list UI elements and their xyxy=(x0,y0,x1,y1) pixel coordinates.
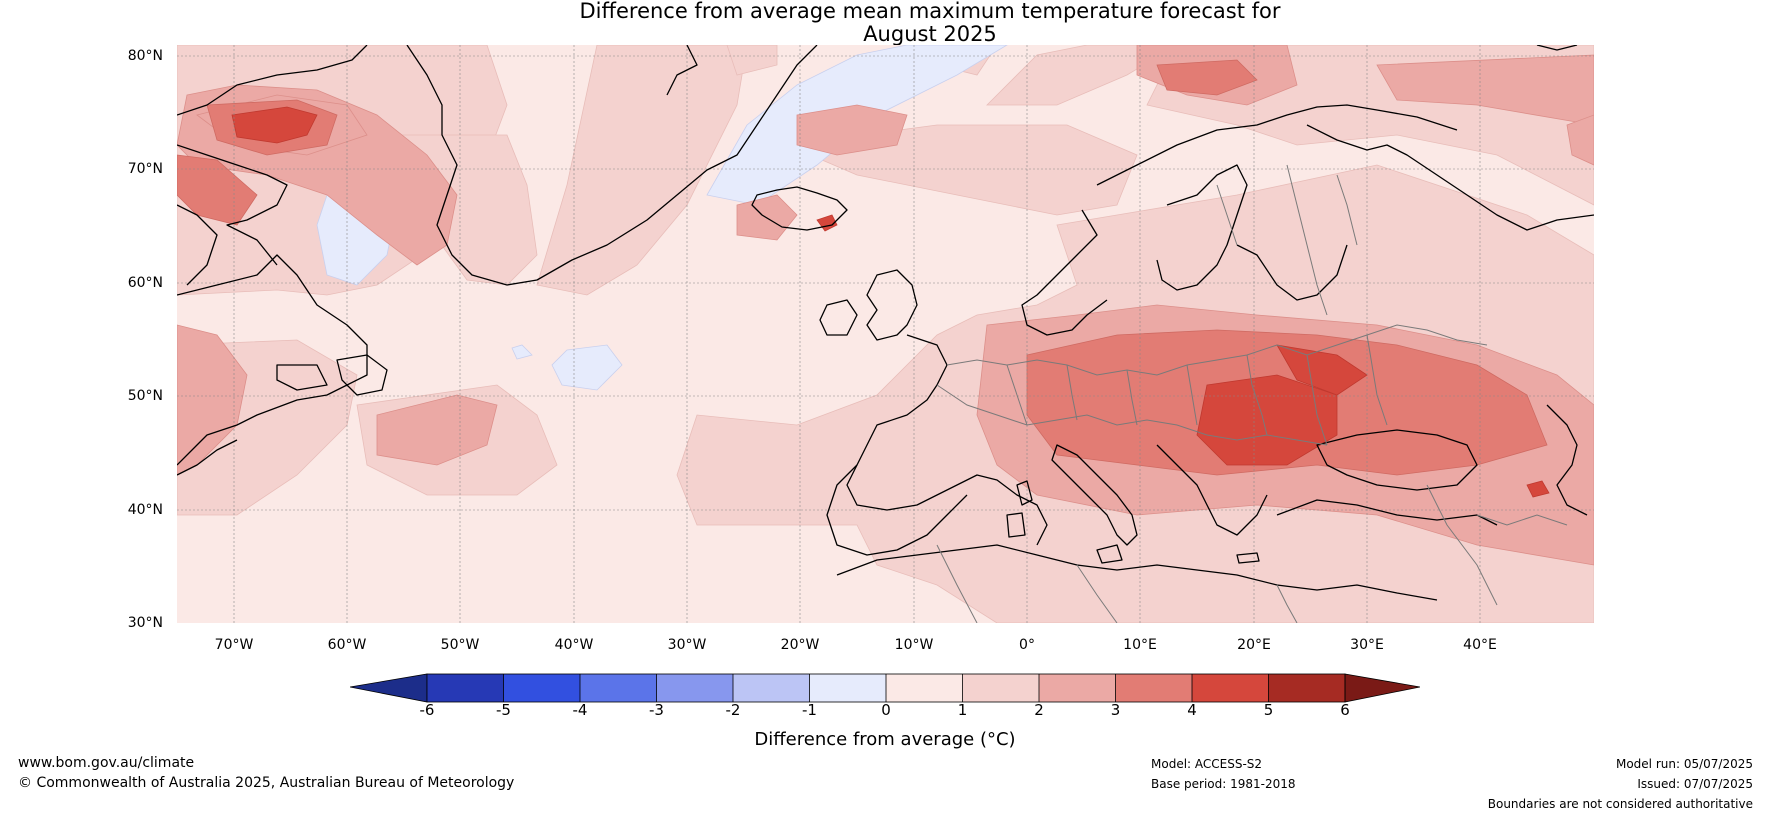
colorbar-extend-high xyxy=(1344,673,1420,703)
country-borders xyxy=(936,164,1568,623)
colorbar-bin xyxy=(580,674,657,702)
colorbar-tick-4: 4 xyxy=(1187,701,1197,719)
copyright-text: © Commonwealth of Australia 2025, Austra… xyxy=(18,775,515,791)
lon-label-10w: 10°W xyxy=(894,637,934,653)
map-title-line2: August 2025 xyxy=(863,22,997,46)
colorbar-tick-minus6: -6 xyxy=(419,701,435,719)
colorbar-extend-low xyxy=(350,673,428,703)
lat-label-30n: 30°N xyxy=(127,615,163,631)
lon-label-50w: 50°W xyxy=(440,637,480,653)
colorbar-bin xyxy=(427,674,504,702)
lat-label-50n: 50°N xyxy=(127,388,163,404)
forecast-map xyxy=(177,45,1594,623)
colorbar-tick-5: 5 xyxy=(1263,701,1274,719)
map-title: Difference from average mean maximum tem… xyxy=(0,0,1770,46)
lon-label-20e: 20°E xyxy=(1237,637,1271,653)
lon-label-0: 0° xyxy=(1019,637,1035,653)
colorbar-tick-minus1: -1 xyxy=(802,701,817,719)
lon-label-70w: 70°W xyxy=(214,637,254,653)
map-title-line1: Difference from average mean maximum tem… xyxy=(579,0,1281,23)
colorbar-bin xyxy=(1268,674,1345,702)
lat-label-80n: 80°N xyxy=(127,48,163,64)
colorbar-bin xyxy=(962,674,1039,702)
colorbar-tick-minus4: -4 xyxy=(572,701,588,719)
coastlines xyxy=(177,45,1594,601)
colorbar-bin xyxy=(809,674,886,702)
base-period-text: Base period: 1981-2018 xyxy=(1151,777,1296,791)
colorbar-label: Difference from average (°C) xyxy=(754,729,1016,750)
colorbar-bin xyxy=(656,674,733,702)
disclaimer-text: Boundaries are not considered authoritat… xyxy=(1487,797,1753,811)
colorbar xyxy=(350,673,1420,703)
colorbar-tick-minus2: -2 xyxy=(725,701,741,719)
model-text: Model: ACCESS-S2 xyxy=(1151,757,1263,771)
colorbar-bin xyxy=(1039,674,1116,702)
lon-label-40e: 40°E xyxy=(1463,637,1497,653)
colorbar-tick-1: 1 xyxy=(957,701,968,719)
colorbar-dividers xyxy=(503,674,1269,702)
colorbar-tick-3: 3 xyxy=(1110,701,1121,719)
model-run-text: Model run: 05/07/2025 xyxy=(1615,757,1753,771)
forecast-map-svg xyxy=(177,45,1594,623)
colorbar-bin xyxy=(503,674,580,702)
colorbar-tick-2: 2 xyxy=(1034,701,1044,719)
lon-label-10e: 10°E xyxy=(1123,637,1157,653)
colorbar-bin xyxy=(733,674,810,702)
lon-label-30w: 30°W xyxy=(667,637,707,653)
colorbar-bin xyxy=(886,674,963,702)
colorbar-bin xyxy=(1115,674,1192,702)
lon-label-60w: 60°W xyxy=(327,637,367,653)
issued-text: Issued: 07/07/2025 xyxy=(1637,777,1753,791)
lon-label-20w: 20°W xyxy=(780,637,820,653)
lon-label-40w: 40°W xyxy=(554,637,594,653)
lon-label-30e: 30°E xyxy=(1350,637,1384,653)
colorbar-tick-6: 6 xyxy=(1340,701,1350,719)
colorbar-tick-minus5: -5 xyxy=(496,701,511,719)
colorbar-bin xyxy=(1192,674,1269,702)
website-link[interactable]: www.bom.gov.au/climate xyxy=(18,755,195,771)
graticule xyxy=(177,45,1594,623)
colorbar-tick-minus3: -3 xyxy=(649,701,664,719)
colorbar-tick-0: 0 xyxy=(881,701,891,719)
anomaly-4-5-regions xyxy=(231,106,1550,498)
lat-label-70n: 70°N xyxy=(127,161,163,177)
lat-label-60n: 60°N xyxy=(127,275,163,291)
lat-label-40n: 40°N xyxy=(127,502,163,518)
